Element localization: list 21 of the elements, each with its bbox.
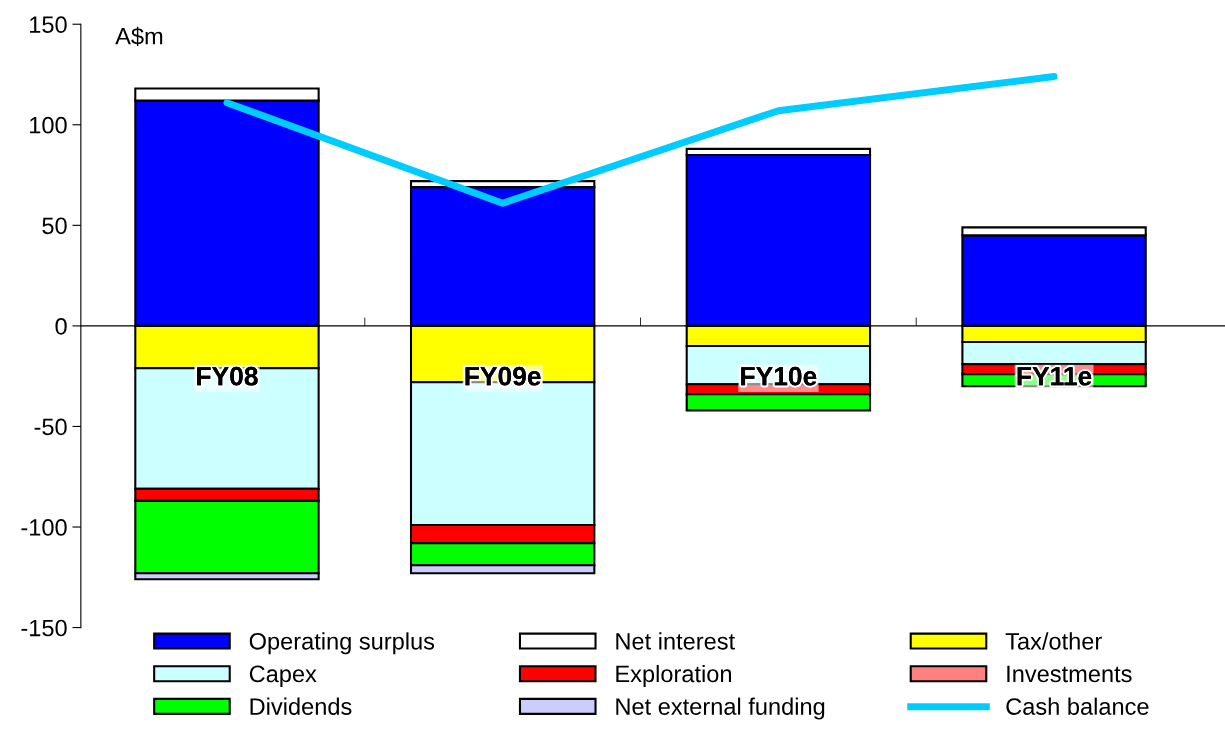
y-tick-label: 150: [30, 16, 67, 34]
x-tick-label: FY09e: [465, 366, 541, 386]
y-axis-title: A$m: [115, 26, 163, 46]
y-tick-label: 100: [30, 116, 67, 134]
y-tick-label: -100: [21, 519, 67, 536]
y-tick-label: -50: [34, 418, 67, 436]
x-tick-label: FY10e: [741, 366, 817, 386]
legend-label: Capex: [249, 665, 317, 687]
legend-label: Net external funding: [616, 697, 825, 720]
legend-label: Investments: [1007, 665, 1132, 683]
legend-label: Exploration: [616, 664, 731, 687]
x-tick-label: FY08: [197, 366, 258, 386]
legend-label: Operating surplus: [249, 632, 435, 655]
legend-label: Dividends: [250, 697, 352, 715]
y-tick-label: -150: [21, 619, 67, 637]
legend-label: Tax/other: [1005, 632, 1102, 650]
legend-label: Cash balance: [1006, 697, 1149, 715]
y-tick-label: 50: [42, 217, 67, 235]
y-tick-label: 0: [55, 317, 67, 335]
legend-label: Net interest: [616, 632, 735, 650]
x-tick-label: FY11e: [1017, 367, 1092, 386]
